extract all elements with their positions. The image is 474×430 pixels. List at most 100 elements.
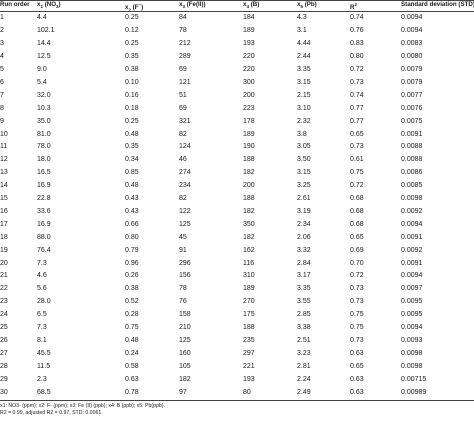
header-x2: x2 (F−) [125,2,144,13]
run-order-cell: 25 [0,324,8,331]
x3-cell: 125 [179,220,191,228]
x1-cell: 68.5 [37,388,51,396]
std-cell: 0.00989 [401,388,427,396]
x3-cell: 105 [179,362,191,370]
x1-cell: 10.3 [37,104,51,112]
run-order-cell: 28 [0,362,8,370]
x2-cell: 0.26 [125,272,139,280]
std-cell: 0.0092 [401,207,423,215]
x3-cell: 51 [179,91,187,99]
x1-cell: 22.8 [37,195,51,202]
std-cell: 0.00715 [401,375,427,383]
table-row: 30 68.5 0.78 97 80 2.49 0.63 0.00989 [0,387,474,400]
run-order-cell: 27 [0,349,8,357]
std-cell: 0.0077 [401,91,423,99]
x5-cell: 2.51 [297,336,311,344]
x4-cell: 200 [243,91,255,99]
r2-cell: 0.77 [350,104,364,112]
run-order-cell: 12 [0,156,8,164]
x1-cell: 81.0 [37,130,51,138]
r2-cell: 0.68 [350,195,364,202]
x5-cell: 4.44 [297,40,311,48]
x4-cell: 223 [243,104,255,112]
x5-cell: 3.23 [297,349,311,357]
std-cell: 0.0094 [401,14,423,22]
run-order-cell: 2 [0,27,4,35]
x4-cell: 220 [243,53,255,61]
run-order-cell: 30 [0,388,8,396]
std-cell: 0.0095 [401,311,423,319]
x5-cell: 3.8 [297,130,307,138]
x5-cell: 4.3 [297,14,307,22]
std-cell: 0.0079 [401,66,423,73]
x4-cell: 184 [243,14,255,22]
x2-cell: 0.66 [125,220,139,228]
table-row: 18 88.0 0.80 45 182 2.06 0.65 0.0091 [0,232,474,245]
x3-cell: 78 [179,285,187,293]
run-order-cell: 6 [0,78,4,86]
r2-cell: 0.65 [350,130,364,138]
std-cell: 0.0091 [401,130,423,138]
x2-cell: 0.25 [125,14,139,22]
run-order-cell: 23 [0,298,8,306]
r2-cell: 0.61 [350,156,364,164]
std-cell: 0.0076 [401,104,423,112]
table-row: 23 28.0 0.52 76 270 3.55 0.73 0.0095 [0,296,474,309]
header-x5: x5 (Pb) [297,1,317,10]
table-row: 14 16.9 0.48 234 200 3.25 0.72 0.0085 [0,180,474,193]
x1-cell: 16.5 [37,169,51,177]
x3-cell: 46 [179,156,187,164]
table-row: 8 10.3 0.18 69 223 3.10 0.77 0.0076 [0,103,474,116]
r2-cell: 0.73 [350,298,364,306]
table-row: 22 5.6 0.38 78 189 3.35 0.73 0.0097 [0,283,474,296]
x3-cell: 78 [179,27,187,35]
x4-cell: 116 [243,259,255,267]
std-cell: 0.0091 [401,233,423,241]
x2-cell: 0.10 [125,78,139,86]
x4-cell: 220 [243,66,255,73]
x1-cell: 8.1 [37,336,47,344]
std-cell: 0.0093 [401,336,423,344]
x5-cell: 3.55 [297,298,311,306]
x3-cell: 45 [179,233,187,241]
x4-cell: 300 [243,78,255,86]
x3-cell: 125 [179,336,191,344]
r2-cell: 0.72 [350,272,364,280]
r2-cell: 0.75 [350,311,364,319]
r2-cell: 0.74 [350,91,364,99]
r2-cell: 0.80 [350,53,364,61]
x5-cell: 2.34 [297,220,311,228]
x5-cell: 2.61 [297,195,311,202]
table-row: 10 81.0 0.48 82 189 3.8 0.65 0.0091 [0,129,474,142]
x2-cell: 0.85 [125,169,139,177]
std-cell: 0.0091 [401,259,423,267]
run-order-cell: 20 [0,259,8,267]
r2-cell: 0.74 [350,14,364,22]
r2-cell: 0.63 [350,349,364,357]
x1-cell: 7.3 [37,259,47,267]
header-x3: x3 (Fe(II)) [179,1,206,10]
x2-cell: 0.48 [125,336,139,344]
r2-cell: 0.76 [350,27,364,35]
header-bottom-rule [0,11,474,12]
std-cell: 0.0098 [401,195,423,202]
x2-cell: 0.24 [125,349,139,357]
x4-cell: 188 [243,156,255,164]
x3-cell: 76 [179,298,187,306]
x1-cell: 9.0 [37,66,47,73]
table-row: 5 9.0 0.38 69 220 3.35 0.72 0.0079 [0,64,474,77]
x2-cell: 0.34 [125,156,139,164]
x1-cell: 18.0 [37,156,51,164]
x1-cell: 12.5 [37,53,51,61]
x1-cell: 6.5 [37,311,47,319]
table-row: 29 2.3 0.63 182 193 2.24 0.63 0.00715 [0,374,474,387]
r2-cell: 0.75 [350,324,364,331]
table-row: 28 11.5 0.58 105 221 2.81 0.65 0.0098 [0,361,474,374]
x5-cell: 3.32 [297,246,311,254]
table-row: 19 76.4 0.79 91 162 3.32 0.69 0.0092 [0,245,474,258]
x3-cell: 82 [179,195,187,202]
x3-cell: 158 [179,311,191,319]
run-order-cell: 5 [0,66,4,73]
x3-cell: 122 [179,207,191,215]
run-order-cell: 17 [0,220,8,228]
